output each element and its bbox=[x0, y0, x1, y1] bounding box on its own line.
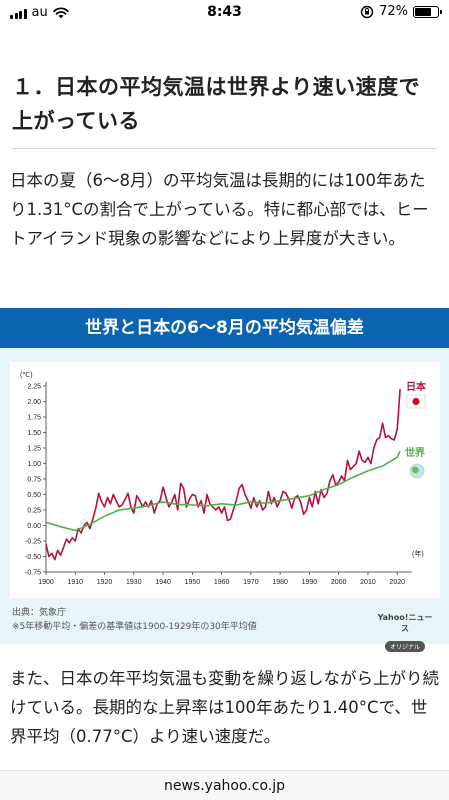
battery-icon bbox=[413, 5, 442, 18]
y-tick-label: -0.25 bbox=[25, 539, 41, 546]
y-tick-label: 0.50 bbox=[27, 492, 41, 499]
section-heading: １．日本の平均気温は世界より速い速度で上がっている bbox=[12, 75, 421, 133]
status-right: 72% bbox=[360, 4, 442, 19]
y-tick-label: 1.00 bbox=[27, 461, 41, 468]
y-tick-label: 1.25 bbox=[27, 446, 41, 453]
japan-flag-disc bbox=[412, 397, 420, 406]
y-tick-label: -0.50 bbox=[25, 554, 41, 561]
original-badge: オリジナル bbox=[384, 641, 425, 652]
x-tick-label: 1980 bbox=[272, 579, 288, 586]
y-tick-label: 0.00 bbox=[27, 523, 41, 530]
y-tick-label: 0.25 bbox=[27, 508, 41, 515]
y-tick-label: 2.00 bbox=[27, 399, 41, 406]
y-tick-label: 0.75 bbox=[27, 477, 41, 484]
y-axis-unit: (℃) bbox=[20, 372, 33, 379]
legend-label-japan: 日本 bbox=[406, 380, 427, 393]
y-tick-label: -0.75 bbox=[25, 570, 41, 577]
yahoo-logo-text: Yahoo!ニュース bbox=[377, 613, 433, 633]
signal-strength-icon bbox=[10, 7, 27, 19]
wifi-icon bbox=[53, 6, 69, 18]
x-tick-label: 1960 bbox=[214, 579, 230, 586]
x-tick-label: 2010 bbox=[360, 579, 376, 586]
heading-divider bbox=[12, 148, 437, 149]
figure-title: 世界と日本の6〜8月の平均気温偏差 bbox=[0, 308, 449, 348]
yahoo-news-logo: Yahoo!ニュース オリジナル bbox=[375, 612, 435, 653]
series-line-japan bbox=[45, 389, 401, 561]
x-tick-label: 1930 bbox=[126, 579, 142, 586]
battery-percent: 72% bbox=[379, 4, 408, 19]
x-tick-label: 1940 bbox=[155, 579, 171, 586]
legend-label-world: 世界 bbox=[405, 446, 425, 459]
y-tick-label: 1.50 bbox=[27, 430, 41, 437]
series-line-world bbox=[45, 450, 401, 532]
battery-level-fill bbox=[415, 7, 431, 16]
x-tick-label: 1900 bbox=[38, 579, 54, 586]
y-tick-label: 2.25 bbox=[27, 384, 41, 391]
chart-background bbox=[10, 362, 440, 598]
status-left: au bbox=[10, 5, 69, 20]
x-tick-label: 1910 bbox=[67, 579, 83, 586]
temperature-anomaly-chart: (℃) 2.25 2.00 1.75 1.50 1.25 1.00 0.75 0.50 0.25 0… bbox=[20, 372, 427, 586]
x-tick-label: 2020 bbox=[389, 579, 405, 586]
globe-land bbox=[412, 466, 419, 474]
clock-time: 8:43 bbox=[207, 4, 242, 20]
article-paragraph: また、日本の年平均気温も変動を繰り返しながら上がり続けている。長期的な上昇率は1… bbox=[10, 669, 439, 746]
carrier-label: au bbox=[31, 5, 48, 20]
article-paragraph: 日本の夏（6〜8月）の平均気温は長期的には100年あたり1.31°Cの割合で上が… bbox=[10, 171, 429, 248]
x-tick-label: 1990 bbox=[302, 579, 318, 586]
source-note: ※5年移動平均・偏差の基準値は1900-1929年の30年平均値 bbox=[12, 622, 257, 632]
x-tick-label: 1950 bbox=[185, 579, 201, 586]
x-axis-unit: (年) bbox=[412, 549, 424, 558]
x-tick-label: 2000 bbox=[331, 579, 347, 586]
address-bar[interactable]: news.yahoo.co.jp bbox=[0, 770, 449, 800]
x-tick-label: 1970 bbox=[243, 579, 259, 586]
x-tick-label: 1920 bbox=[97, 579, 113, 586]
source-credit: 出典：気象庁 bbox=[12, 608, 67, 618]
orientation-lock-icon bbox=[360, 5, 374, 18]
status-bar: au 8:43 72% bbox=[0, 0, 449, 26]
figure-source: 出典：気象庁 ※5年移動平均・偏差の基準値は1900-1929年の30年平均値 bbox=[12, 606, 257, 634]
y-tick-label: 1.75 bbox=[27, 415, 41, 422]
